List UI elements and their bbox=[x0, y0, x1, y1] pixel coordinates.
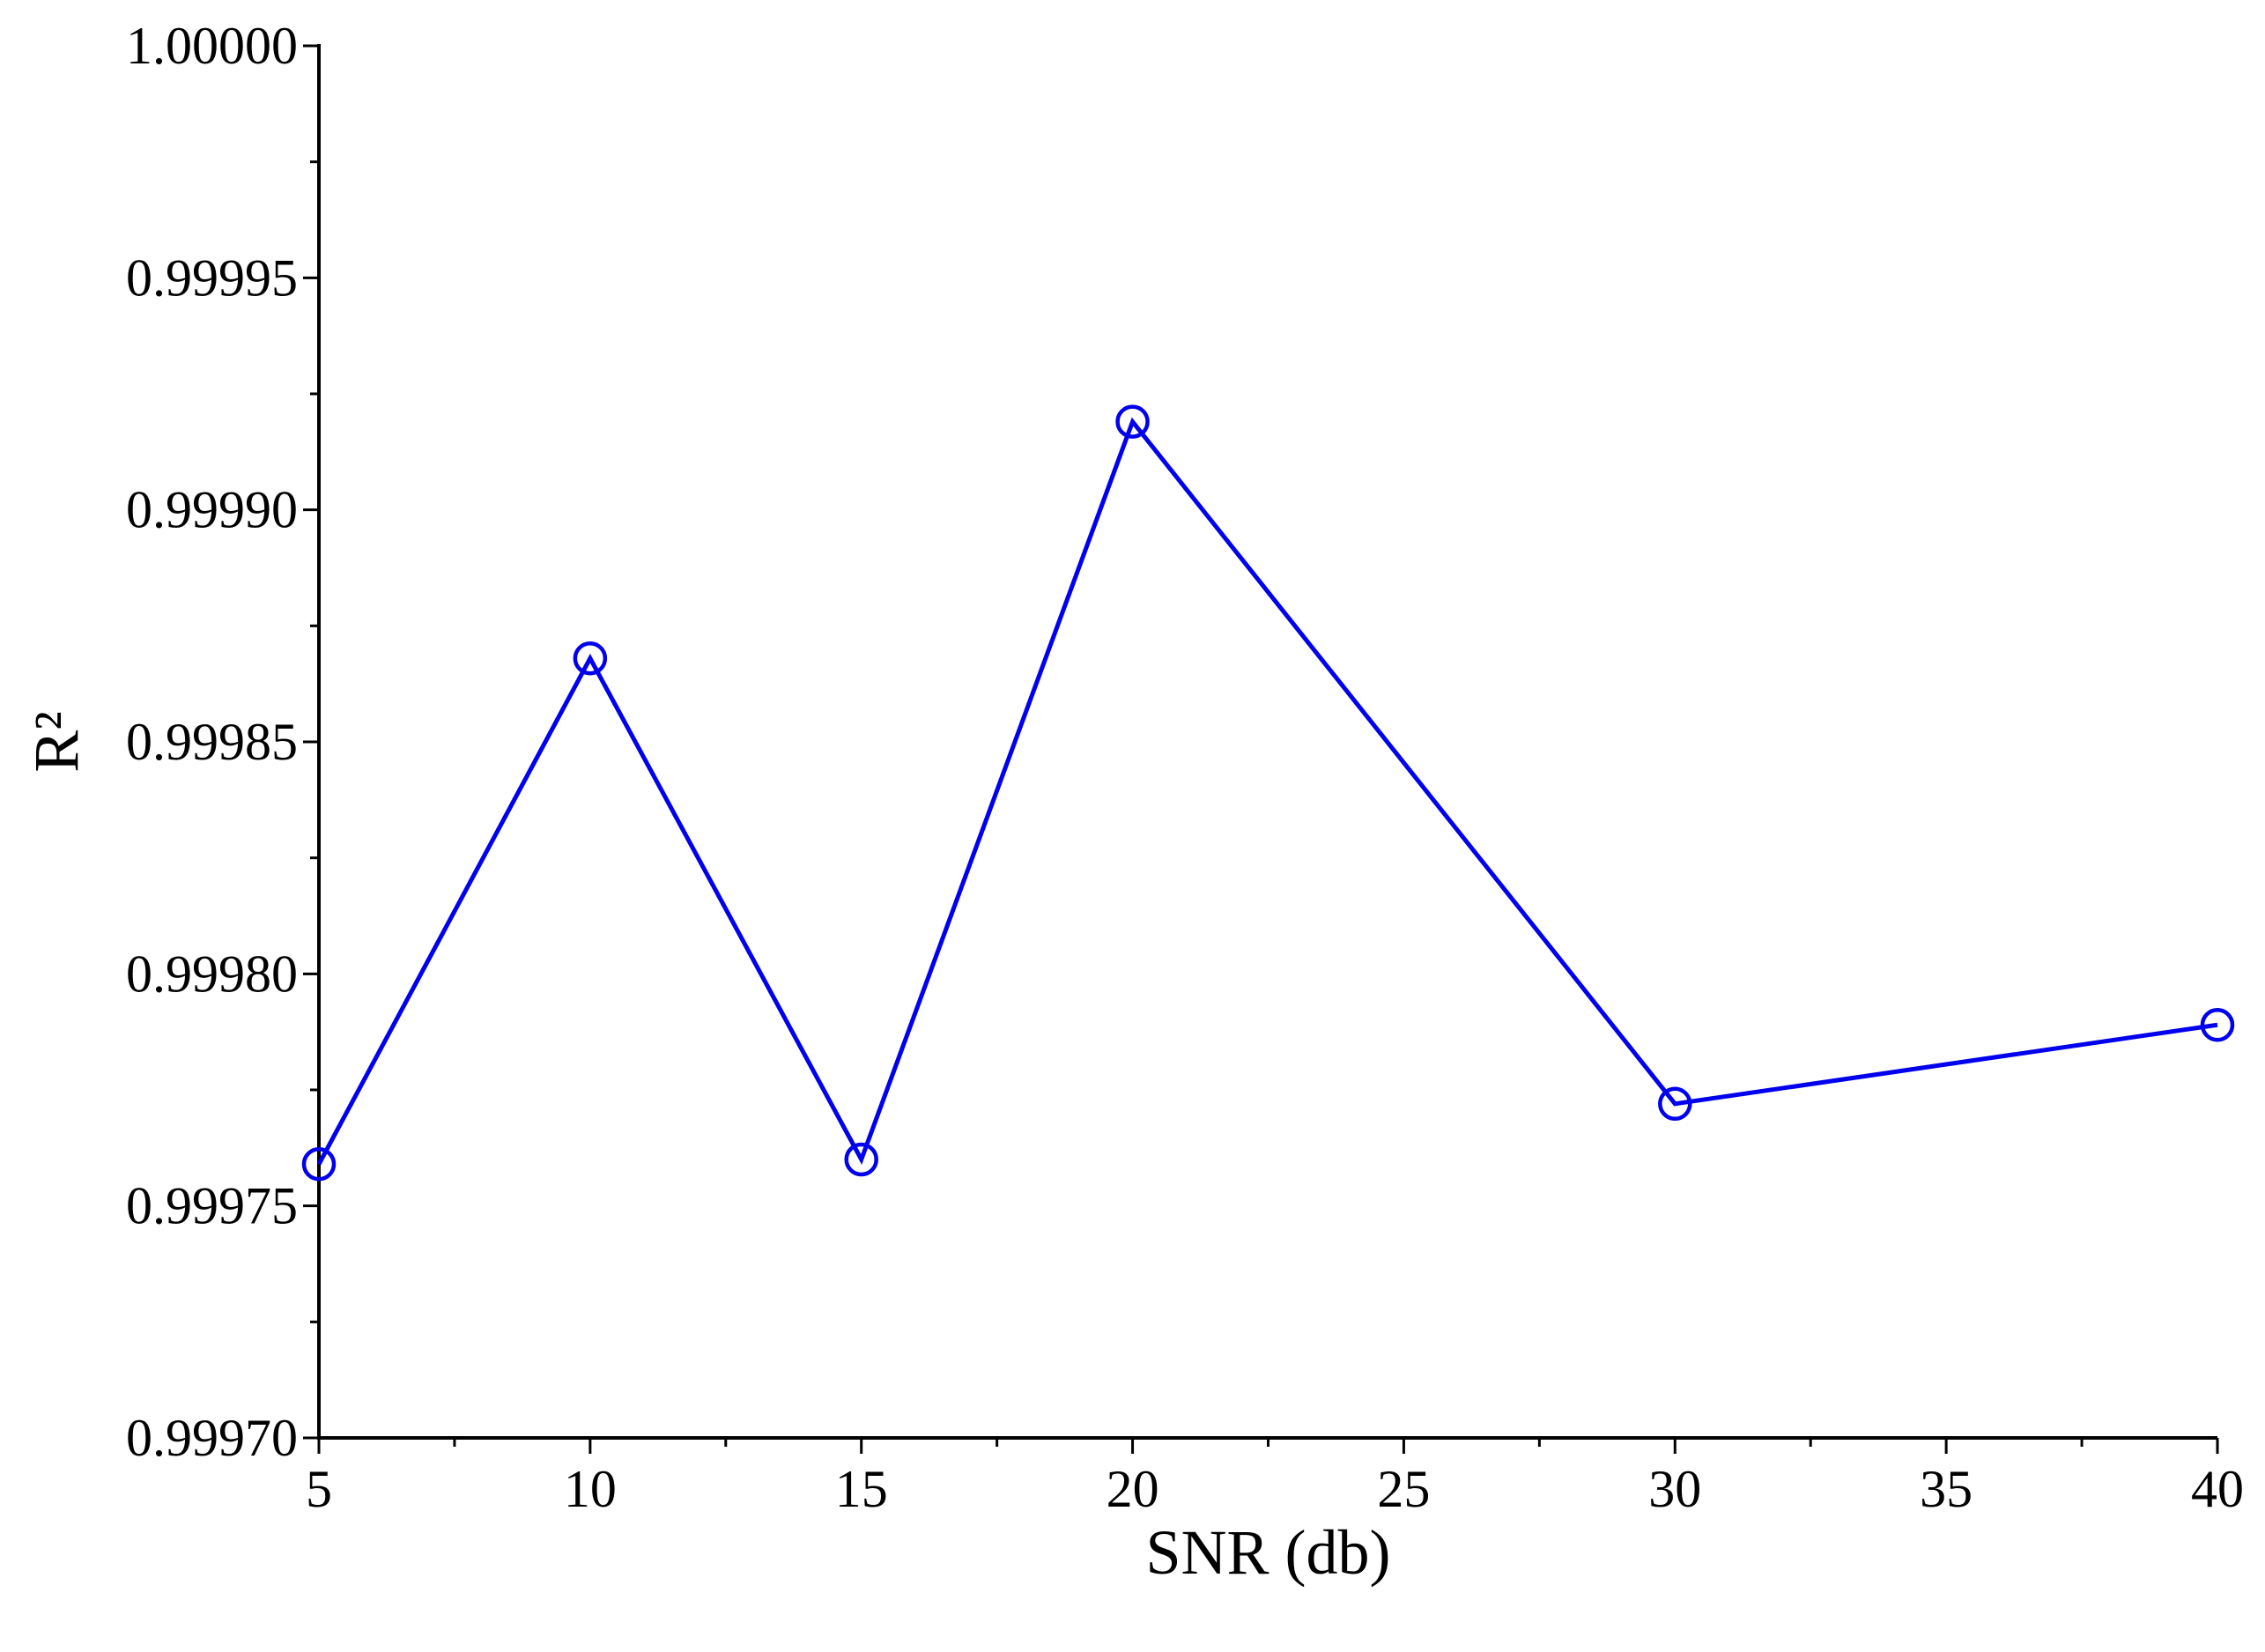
y-tick-label: 0.99985 bbox=[126, 713, 298, 771]
data-point-marker bbox=[1115, 404, 1150, 439]
axes bbox=[317, 44, 2217, 1440]
y-tick-label: 0.99970 bbox=[126, 1409, 298, 1467]
series-line bbox=[316, 417, 2218, 1166]
y-tick-label: 0.99990 bbox=[126, 481, 298, 539]
data-point-marker bbox=[1658, 1086, 1692, 1122]
y-axis-title: R² bbox=[21, 711, 92, 773]
data-point-marker bbox=[2200, 1008, 2235, 1042]
x-tick-label: 10 bbox=[564, 1460, 617, 1518]
y-tick-label: 0.99980 bbox=[126, 945, 298, 1003]
x-tick-label: 20 bbox=[1107, 1460, 1159, 1518]
y-tick-label: 1.00000 bbox=[126, 17, 298, 75]
x-tick-label: 30 bbox=[1648, 1460, 1701, 1518]
series-group bbox=[301, 404, 2235, 1182]
x-axis-title: SNR (db) bbox=[1145, 1517, 1390, 1588]
x-tick-label: 5 bbox=[306, 1460, 332, 1518]
x-ticks: 5 10 15 20 25 30 35 40 bbox=[306, 1438, 2244, 1518]
y-ticks: 0.99970 0.99975 0.99980 0.99985 0.99990 0.999… bbox=[126, 17, 319, 1467]
data-point-marker bbox=[573, 641, 608, 676]
data-point-marker bbox=[844, 1142, 878, 1177]
data-point-marker bbox=[301, 1147, 337, 1182]
x-tick-label: 35 bbox=[1920, 1460, 1973, 1518]
x-tick-label: 40 bbox=[2191, 1460, 2244, 1518]
y-tick-label: 0.99995 bbox=[126, 248, 298, 307]
x-tick-label: 15 bbox=[835, 1460, 888, 1518]
x-tick-label: 25 bbox=[1377, 1460, 1430, 1518]
y-tick-label: 0.99975 bbox=[126, 1177, 298, 1235]
